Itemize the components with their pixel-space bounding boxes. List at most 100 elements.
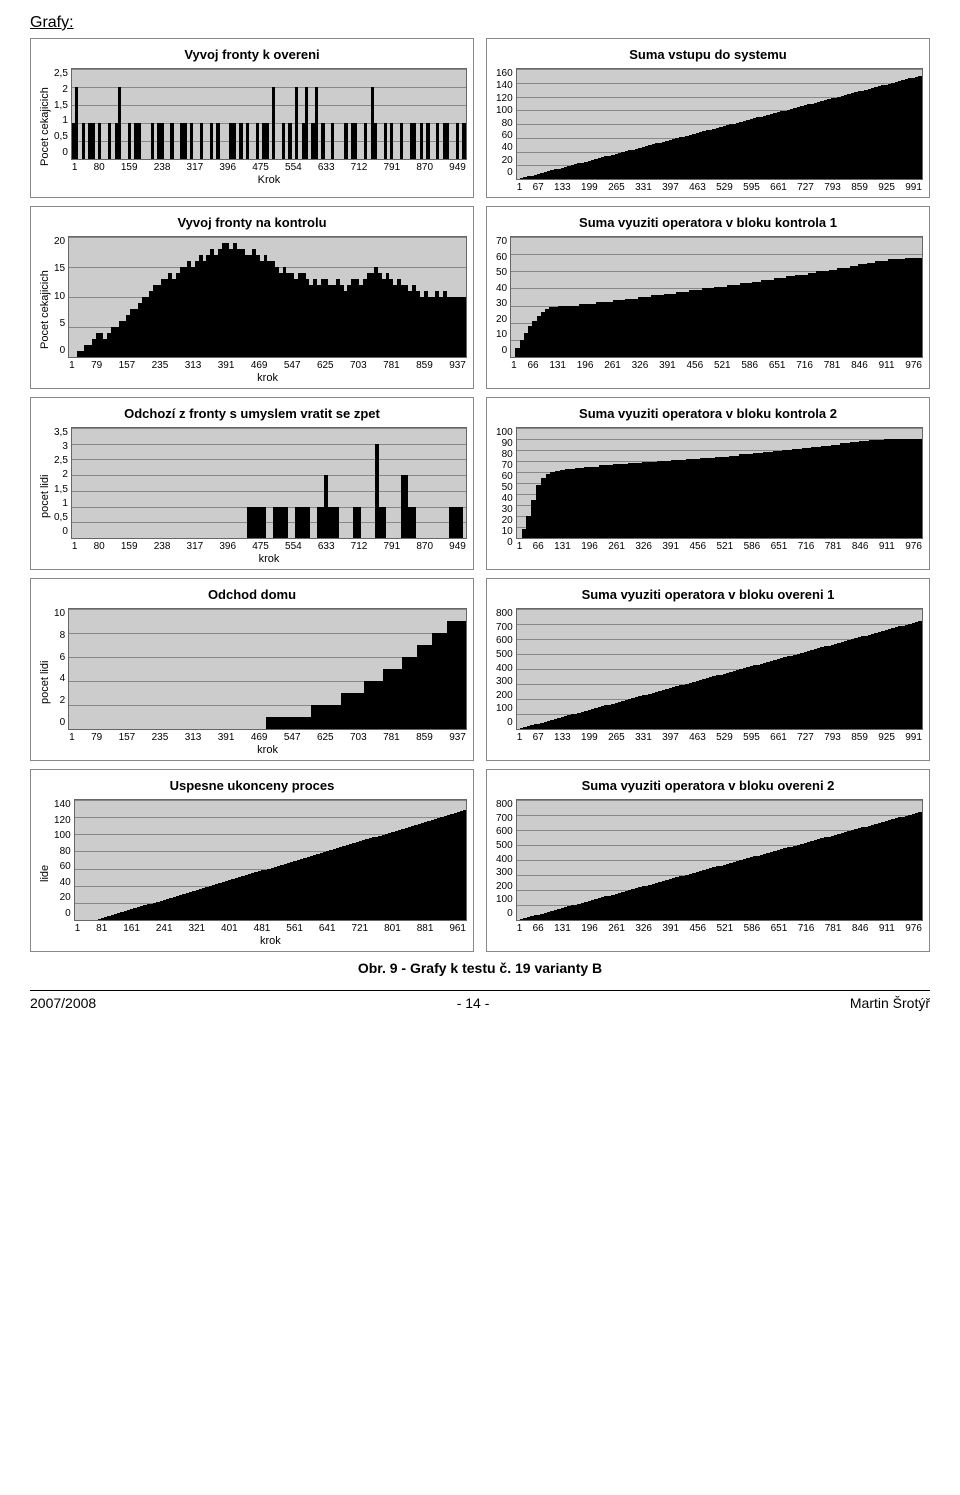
x-tick: 911	[879, 923, 895, 934]
y-axis-label: lide	[37, 799, 51, 947]
x-tick: 937	[449, 732, 466, 743]
y-tick: 40	[54, 877, 71, 888]
y-ticks: 160140120100806040200	[493, 68, 516, 178]
x-tick: 196	[581, 541, 598, 552]
plot-area	[516, 608, 923, 730]
x-tick: 199	[581, 732, 598, 743]
x-tick: 881	[417, 923, 434, 934]
y-tick: 140	[54, 799, 71, 810]
x-tick: 261	[604, 360, 621, 371]
chart-panel: Odchod domupocet lidi1086420179157235313…	[30, 578, 474, 761]
x-tick: 721	[351, 923, 368, 934]
y-tick: 60	[496, 252, 507, 263]
x-tick: 651	[769, 360, 786, 371]
x-ticks: 1661311962613263914565215866517167818469…	[510, 358, 923, 371]
plot-area	[68, 236, 467, 358]
x-tick: 949	[449, 541, 466, 552]
x-tick: 859	[851, 732, 868, 743]
y-ticks: 140120100806040200	[51, 799, 74, 919]
y-tick: 5	[54, 318, 65, 329]
chart-panel: Vyvoj fronty na kontroluPocet cekajicich…	[30, 206, 474, 389]
chart-panel: Odchozí z fronty s umyslem vratit se zpe…	[30, 397, 474, 570]
y-tick: 600	[496, 826, 513, 837]
x-ticks: 181161241321401481561641721801881961	[74, 921, 467, 934]
x-axis-label: krok	[74, 935, 467, 947]
y-tick: 40	[496, 142, 513, 153]
chart-title: Vyvoj fronty k overeni	[37, 47, 467, 62]
x-ticks: 179157235313391469547625703781859937	[68, 730, 467, 743]
x-tick: 238	[154, 162, 171, 173]
x-tick: 801	[384, 923, 401, 934]
plot-area	[516, 427, 923, 539]
x-tick: 846	[852, 923, 869, 934]
x-tick: 133	[554, 182, 571, 193]
x-tick: 80	[94, 541, 105, 552]
y-tick: 70	[496, 236, 507, 247]
x-ticks: 180159238317396475554633712791870949	[71, 160, 467, 173]
x-tick: 1	[75, 923, 81, 934]
x-tick: 66	[533, 923, 544, 934]
y-tick: 1	[54, 115, 68, 126]
y-tick: 80	[496, 118, 513, 129]
x-tick: 586	[744, 923, 761, 934]
x-tick: 391	[218, 732, 235, 743]
y-tick: 700	[496, 622, 513, 633]
y-tick: 10	[496, 526, 513, 537]
y-tick: 700	[496, 813, 513, 824]
x-tick: 781	[824, 360, 841, 371]
y-tick: 0	[54, 717, 65, 728]
x-tick: 529	[716, 182, 733, 193]
x-tick: 781	[825, 541, 842, 552]
x-tick: 317	[187, 541, 204, 552]
y-tick: 100	[496, 894, 513, 905]
y-ticks: 1086420	[51, 608, 68, 728]
y-tick: 80	[54, 846, 71, 857]
x-tick: 238	[154, 541, 171, 552]
x-tick: 625	[317, 732, 334, 743]
x-tick: 326	[635, 923, 652, 934]
x-tick: 481	[254, 923, 271, 934]
x-tick: 911	[879, 360, 895, 371]
x-tick: 391	[659, 360, 676, 371]
x-ticks: 1671331992653313974635295956617277938599…	[516, 730, 923, 743]
y-tick: 140	[496, 80, 513, 91]
x-tick: 401	[221, 923, 238, 934]
chart-panel: Suma vyuziti operatora v bloku overeni 2…	[486, 769, 930, 952]
x-ticks: 1661311962613263914565215866517167818469…	[516, 921, 923, 934]
y-tick: 80	[496, 449, 513, 460]
chart-title: Suma vyuziti operatora v bloku kontrola …	[493, 406, 923, 421]
y-axis-label: pocet lidi	[37, 608, 51, 756]
x-tick: 159	[121, 541, 138, 552]
y-tick: 100	[54, 830, 71, 841]
y-tick: 200	[496, 881, 513, 892]
chart-panel: Suma vyuziti operatora v bloku overeni 1…	[486, 578, 930, 761]
x-tick: 261	[608, 923, 625, 934]
y-tick: 10	[54, 608, 65, 619]
y-tick: 0	[496, 908, 513, 919]
plot-area	[516, 68, 923, 180]
x-tick: 1	[69, 732, 75, 743]
x-tick: 391	[662, 923, 679, 934]
x-tick: 547	[284, 732, 301, 743]
x-tick: 661	[770, 732, 787, 743]
y-tick: 90	[496, 438, 513, 449]
x-tick: 716	[798, 541, 815, 552]
chart-title: Vyvoj fronty na kontrolu	[37, 215, 467, 230]
x-tick: 67	[533, 732, 544, 743]
x-tick: 727	[797, 182, 814, 193]
x-ticks: 1661311962613263914565215866517167818469…	[516, 539, 923, 552]
y-tick: 6	[54, 652, 65, 663]
y-tick: 0	[496, 345, 507, 356]
y-tick: 800	[496, 799, 513, 810]
x-tick: 925	[878, 732, 895, 743]
x-tick: 521	[714, 360, 731, 371]
x-tick: 521	[717, 541, 734, 552]
x-tick: 157	[119, 360, 136, 371]
y-tick: 30	[496, 298, 507, 309]
x-tick: 81	[96, 923, 107, 934]
x-tick: 79	[91, 732, 102, 743]
x-tick: 791	[384, 541, 401, 552]
y-tick: 0,5	[54, 131, 68, 142]
y-tick: 0,5	[54, 512, 68, 523]
x-tick: 781	[383, 732, 400, 743]
